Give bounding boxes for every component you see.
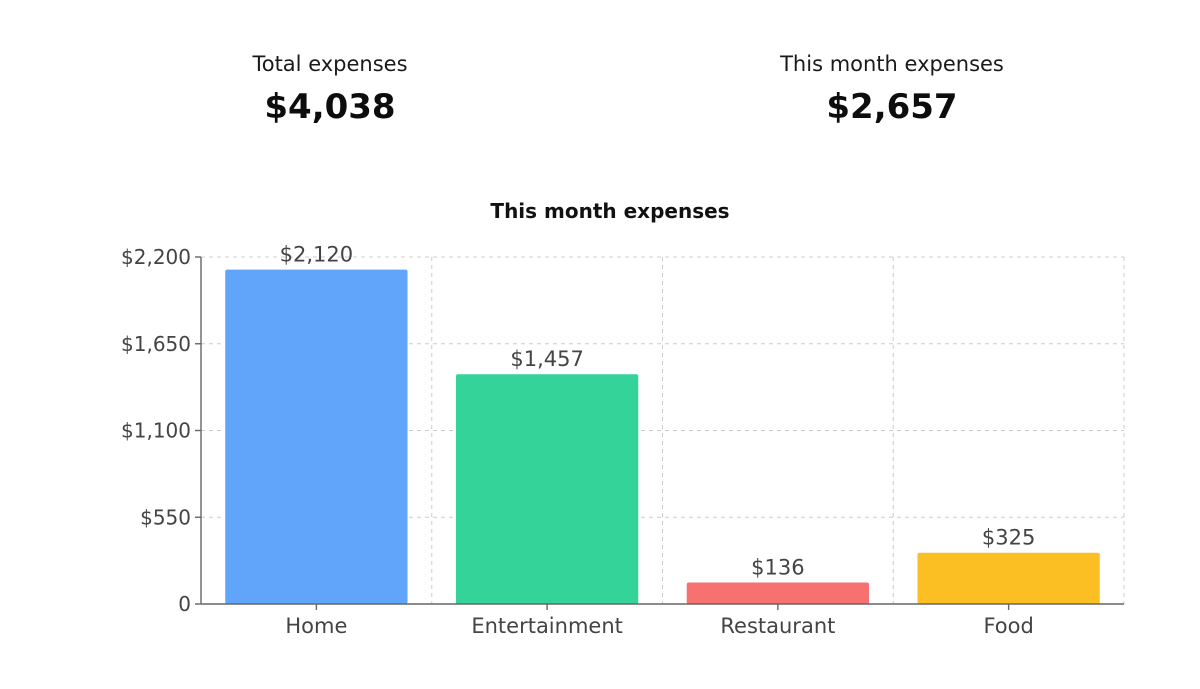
month-expenses-card: This month expenses $2,657 <box>742 50 1042 130</box>
x-tick-label: Food <box>983 614 1033 638</box>
total-expenses-label: Total expenses <box>252 52 408 76</box>
x-tick-label: Entertainment <box>471 614 623 638</box>
data-label-food: $325 <box>982 526 1035 550</box>
bars-layer <box>225 269 1100 604</box>
chart-title: This month expenses <box>490 199 729 223</box>
month-expenses-value: $2,657 <box>826 87 958 127</box>
bar-restaurant[interactable] <box>686 582 870 604</box>
data-label-entertainment: $1,457 <box>510 347 583 371</box>
month-expenses-label: This month expenses <box>780 52 1004 76</box>
data-label-restaurant: $136 <box>751 556 804 580</box>
y-tick-label: $2,200 <box>121 245 191 269</box>
y-tick-label: $550 <box>140 505 191 529</box>
axes-layer <box>195 256 1124 610</box>
y-tick-label: $1,650 <box>121 332 191 356</box>
x-tick-label: Home <box>285 614 347 638</box>
data-label-home: $2,120 <box>280 243 353 267</box>
bar-home[interactable] <box>225 269 408 604</box>
total-expenses-card: Total expenses $4,038 <box>180 50 480 130</box>
x-tick-label: Restaurant <box>720 614 835 638</box>
y-tick-label: $1,100 <box>121 419 191 443</box>
y-tick-label: 0 <box>178 592 191 616</box>
bar-food[interactable] <box>917 552 1100 604</box>
labels-layer: $2,120 Home $1,457 Entertainment $136 Restaur… <box>121 243 1035 638</box>
bar-entertainment[interactable] <box>455 374 639 604</box>
total-expenses-value: $4,038 <box>264 87 396 127</box>
